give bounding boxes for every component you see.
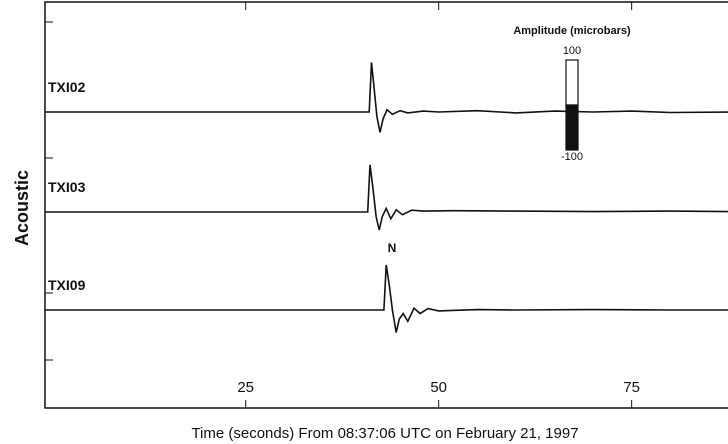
- trace: [45, 164, 728, 231]
- scale-label: Amplitude (microbars): [513, 25, 631, 37]
- trace: [45, 264, 728, 333]
- scale-bar: [565, 59, 579, 106]
- x-tick-label: 75: [623, 379, 640, 396]
- scale-tick-label: -100: [561, 151, 583, 163]
- y-axis-label: Acoustic: [12, 170, 32, 246]
- trace-label: TXI03: [48, 179, 86, 195]
- annotation: N: [388, 241, 397, 255]
- scale-bar: [565, 104, 579, 151]
- scale-tick-label: 100: [563, 45, 581, 57]
- trace: [45, 62, 728, 133]
- x-tick-label: 50: [430, 379, 447, 396]
- x-axis-label: Time (seconds) From 08:37:06 UTC on Febr…: [191, 425, 578, 442]
- plot-frame: [44, 1, 728, 409]
- x-tick-label: 25: [237, 379, 254, 396]
- trace-label: TXI02: [48, 79, 86, 95]
- trace-label: TXI09: [48, 277, 86, 293]
